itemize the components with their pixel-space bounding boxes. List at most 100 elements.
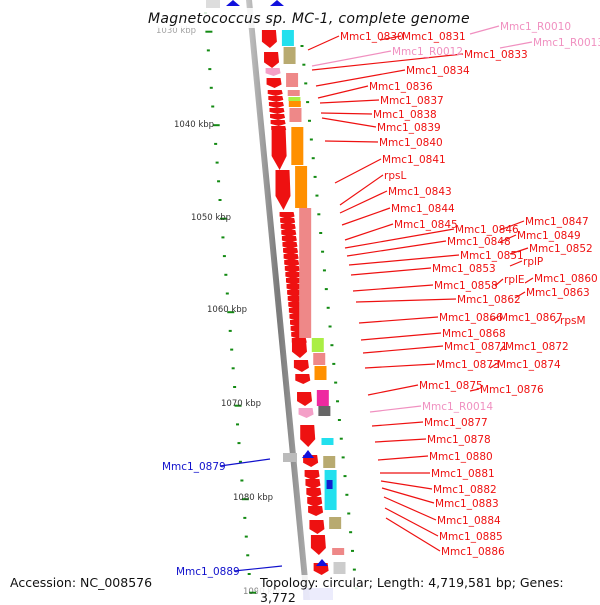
gene-arrow[interactable] [264, 52, 280, 68]
gene-arrow[interactable] [283, 248, 299, 255]
gene-arrow[interactable] [309, 520, 325, 534]
gene-label[interactable]: Mmc1_0836 [369, 81, 433, 93]
gene-label[interactable]: Mmc1_R0014 [422, 401, 493, 413]
gene-label[interactable]: Mmc1_0852 [529, 243, 593, 255]
gene-arrow[interactable] [298, 408, 314, 418]
gene-label[interactable]: Mmc1_0830 [340, 31, 404, 43]
gene-label[interactable]: Mmc1_0843 [388, 186, 452, 198]
gene-label[interactable]: Mmc1_0841 [382, 154, 446, 166]
gene-arrow[interactable] [281, 230, 297, 237]
gene-label[interactable]: Mmc1_0872 [505, 341, 569, 353]
gene-label[interactable]: Mmc1_0851 [460, 250, 524, 262]
gene-label[interactable]: Mmc1_0873 [436, 359, 500, 371]
gene-label[interactable]: Mmc1_0831 [402, 31, 466, 43]
gene-arrow[interactable] [295, 374, 311, 384]
gene-box[interactable] [295, 166, 308, 208]
gene-box[interactable] [314, 366, 327, 380]
gene-box[interactable] [206, 0, 220, 8]
gene-arrow[interactable] [275, 170, 291, 210]
gene-label[interactable]: Mmc1_0863 [526, 287, 590, 299]
gene-label[interactable]: Mmc1_0885 [439, 531, 503, 543]
gene-arrow[interactable] [268, 102, 284, 108]
gene-box[interactable] [316, 390, 329, 406]
gene-box[interactable] [286, 73, 299, 87]
gene-label[interactable]: Mmc1_0884 [437, 515, 501, 527]
gene-label[interactable]: rpsL [384, 170, 406, 182]
gene-arrow[interactable] [287, 290, 303, 297]
gene-arrow[interactable] [291, 340, 307, 358]
gene-box[interactable] [326, 480, 333, 489]
gene-arrow[interactable] [285, 272, 301, 279]
gene-arrow[interactable] [280, 218, 296, 225]
gene-arrow[interactable] [280, 224, 296, 231]
gene-label[interactable]: rplP [523, 256, 543, 268]
gene-arrow[interactable] [287, 296, 303, 303]
gene-label[interactable]: rplE [504, 274, 525, 286]
gene-box[interactable] [299, 208, 312, 338]
gene-arrow[interactable] [305, 479, 321, 489]
gene-label[interactable]: Mmc1_0858 [434, 280, 498, 292]
gene-label[interactable]: Mmc1_0879 [162, 461, 226, 473]
reverse-gene-arrow[interactable] [270, 0, 284, 6]
gene-label[interactable]: Mmc1_0883 [435, 498, 499, 510]
gene-arrow[interactable] [284, 260, 300, 267]
gene-box[interactable] [323, 456, 336, 468]
gene-arrow[interactable] [297, 392, 313, 406]
gene-arrow[interactable] [266, 78, 282, 88]
gene-label[interactable]: Mmc1_0867 [499, 312, 563, 324]
gene-box[interactable] [288, 101, 301, 107]
gene-label[interactable]: Mmc1_0848 [447, 236, 511, 248]
gene-arrow[interactable] [308, 506, 324, 516]
gene-box[interactable] [283, 47, 296, 64]
gene-arrow[interactable] [307, 497, 323, 507]
gene-arrow[interactable] [270, 120, 286, 126]
gene-arrow[interactable] [281, 236, 297, 243]
gene-label[interactable]: Mmc1_0877 [424, 417, 488, 429]
gene-label[interactable]: Mmc1_0846 [455, 224, 519, 236]
gene-box[interactable] [333, 562, 346, 574]
gene-label[interactable]: Mmc1_R0013 [533, 37, 600, 49]
gene-arrow[interactable] [285, 278, 301, 285]
gene-box[interactable] [318, 406, 331, 416]
gene-box[interactable] [311, 338, 324, 352]
gene-label[interactable]: Mmc1_0840 [379, 137, 443, 149]
gene-box[interactable] [283, 453, 297, 462]
reverse-gene-arrow[interactable] [302, 450, 314, 458]
gene-label[interactable]: Mmc1_0849 [517, 230, 581, 242]
gene-box[interactable] [291, 127, 304, 165]
gene-arrow[interactable] [269, 108, 285, 114]
gene-label[interactable]: rpsM [560, 315, 586, 327]
gene-arrow[interactable] [286, 284, 302, 291]
gene-box[interactable] [329, 517, 342, 529]
gene-label[interactable]: Mmc1_0833 [464, 49, 528, 61]
gene-arrow[interactable] [304, 470, 320, 480]
gene-arrow[interactable] [270, 114, 286, 120]
gene-label[interactable]: Mmc1_0875 [419, 380, 483, 392]
gene-box[interactable] [281, 30, 294, 46]
gene-arrow[interactable] [310, 535, 326, 555]
gene-label[interactable]: Mmc1_0868 [442, 328, 506, 340]
gene-label[interactable]: Mmc1_0889 [176, 566, 240, 578]
gene-label[interactable]: Mmc1_0876 [480, 384, 544, 396]
gene-box[interactable] [288, 97, 301, 101]
gene-arrow[interactable] [293, 360, 309, 372]
reverse-gene-arrow[interactable] [316, 559, 328, 566]
gene-label[interactable]: Mmc1_0837 [380, 95, 444, 107]
gene-label[interactable]: Mmc1_0847 [525, 216, 589, 228]
gene-arrow[interactable] [267, 90, 283, 96]
gene-label[interactable]: Mmc1_0845 [394, 219, 458, 231]
gene-arrow[interactable] [284, 266, 300, 273]
gene-arrow[interactable] [268, 96, 284, 102]
gene-label[interactable]: Mmc1_0862 [457, 294, 521, 306]
gene-arrow[interactable] [283, 254, 299, 261]
gene-label[interactable]: Mmc1_R0012 [392, 46, 463, 58]
gene-label[interactable]: Mmc1_0871 [444, 341, 508, 353]
gene-arrow[interactable] [271, 130, 287, 170]
gene-label[interactable]: Mmc1_0839 [377, 122, 441, 134]
gene-label[interactable]: Mmc1_0834 [406, 65, 470, 77]
gene-box[interactable] [287, 90, 300, 96]
gene-box[interactable] [324, 470, 337, 510]
gene-arrow[interactable] [300, 425, 316, 447]
gene-label[interactable]: Mmc1_0838 [373, 109, 437, 121]
gene-box[interactable] [321, 438, 334, 445]
